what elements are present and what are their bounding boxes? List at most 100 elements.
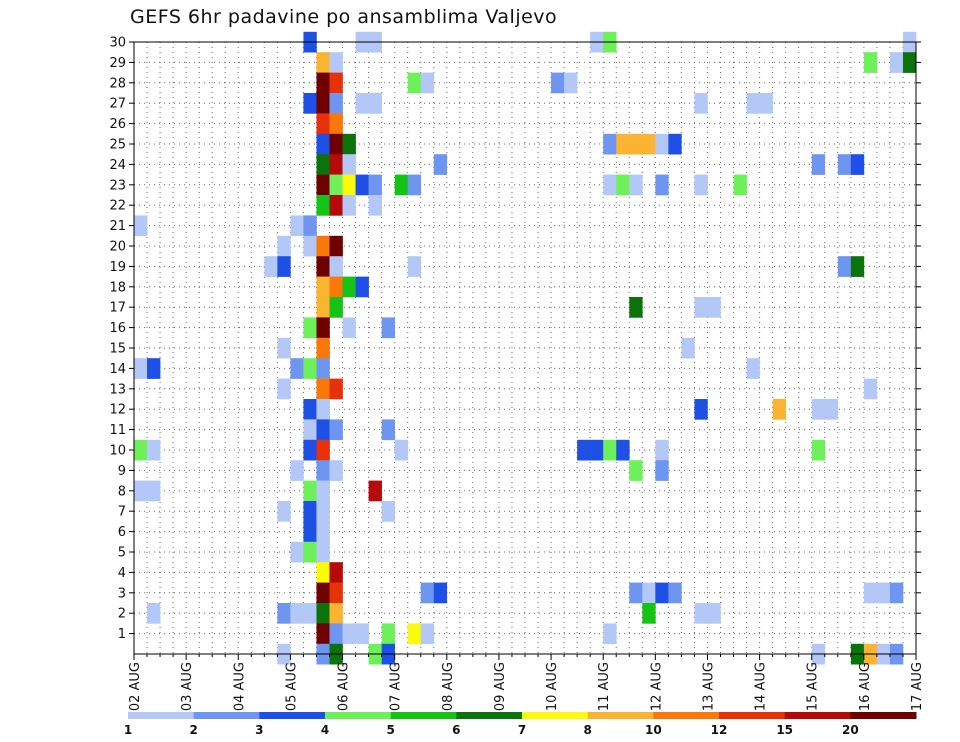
data-cell bbox=[368, 93, 382, 114]
data-cell bbox=[876, 582, 891, 604]
data-cell bbox=[603, 439, 617, 461]
data-cell bbox=[316, 460, 330, 481]
y-tick-label: 2 bbox=[118, 607, 126, 622]
legend-label: 12 bbox=[711, 723, 728, 737]
data-cell bbox=[147, 603, 161, 624]
data-cell bbox=[759, 93, 773, 114]
y-tick-label: 5 bbox=[118, 546, 126, 561]
data-cell bbox=[629, 174, 643, 196]
data-cell bbox=[889, 52, 904, 73]
y-tick-label: 25 bbox=[109, 138, 126, 153]
data-cell bbox=[603, 174, 617, 196]
data-cell bbox=[433, 582, 448, 604]
x-axis: 02 AUG 03 AUG 04 AUG 05 AUG 06 AUG 07 AUG 08 A… bbox=[128, 654, 925, 711]
y-tick-label: 9 bbox=[118, 464, 126, 479]
data-cell bbox=[303, 501, 317, 522]
data-cell bbox=[290, 460, 304, 481]
data-cell bbox=[147, 480, 161, 502]
data-cell bbox=[316, 317, 330, 339]
x-tick-label: 04 AUG bbox=[232, 662, 247, 711]
data-cell bbox=[694, 399, 708, 420]
legend-swatch bbox=[587, 712, 654, 719]
data-cell bbox=[147, 439, 161, 461]
data-cell bbox=[590, 439, 604, 461]
data-cell bbox=[316, 256, 330, 277]
data-cell bbox=[837, 154, 852, 175]
data-cell bbox=[355, 93, 369, 114]
legend-swatch bbox=[719, 712, 786, 719]
y-tick-label: 29 bbox=[109, 56, 126, 71]
data-cell bbox=[134, 439, 148, 461]
data-cell bbox=[863, 378, 878, 400]
color-legend: 1 2 3 4 5 6 7 8 10 12 15 20 bbox=[124, 712, 917, 737]
y-tick-label: 14 bbox=[109, 362, 126, 377]
data-cell bbox=[850, 154, 865, 175]
data-cell bbox=[694, 174, 708, 196]
data-cell bbox=[746, 358, 760, 379]
data-cell bbox=[316, 235, 330, 257]
chart-title: GEFS 6hr padavine po ansamblima Valjevo bbox=[130, 6, 558, 28]
data-cell bbox=[329, 460, 343, 481]
data-cell bbox=[368, 480, 382, 502]
data-cell bbox=[642, 133, 656, 155]
y-tick-label: 7 bbox=[118, 505, 126, 520]
data-cell bbox=[694, 93, 708, 114]
data-cell bbox=[433, 154, 448, 175]
data-cell bbox=[420, 72, 435, 94]
y-tick-label: 21 bbox=[109, 219, 126, 234]
data-cell bbox=[316, 133, 330, 155]
data-cell bbox=[655, 460, 669, 481]
data-cell bbox=[850, 256, 865, 277]
data-cell bbox=[342, 276, 356, 298]
data-cell bbox=[316, 419, 330, 441]
y-tick-label: 22 bbox=[109, 199, 126, 214]
legend-label: 20 bbox=[842, 723, 859, 737]
data-cell bbox=[837, 256, 852, 277]
data-cell bbox=[707, 297, 721, 318]
data-cell bbox=[303, 521, 317, 543]
data-cell bbox=[316, 582, 330, 604]
data-cell bbox=[863, 52, 878, 73]
y-axis: 1234567891011121314151617181920212223242… bbox=[109, 36, 921, 642]
data-cell bbox=[733, 174, 747, 196]
data-cell bbox=[329, 235, 343, 257]
data-cell bbox=[616, 174, 630, 196]
data-cell bbox=[902, 52, 917, 73]
data-cell bbox=[668, 133, 682, 155]
legend-swatch bbox=[456, 712, 523, 719]
data-cell bbox=[316, 480, 330, 502]
data-cell bbox=[329, 582, 343, 604]
y-tick-label: 10 bbox=[109, 444, 126, 459]
data-cell bbox=[134, 215, 148, 237]
data-cell bbox=[316, 72, 330, 94]
data-cell bbox=[564, 72, 578, 94]
data-cell bbox=[629, 460, 643, 481]
y-tick-label: 17 bbox=[109, 301, 126, 316]
data-cell bbox=[316, 378, 330, 400]
data-cell bbox=[329, 174, 343, 196]
data-cell bbox=[316, 337, 330, 359]
legend-swatch bbox=[390, 712, 457, 719]
data-cell bbox=[316, 623, 330, 645]
data-cell bbox=[277, 378, 291, 400]
data-cell bbox=[811, 154, 826, 175]
data-cell bbox=[355, 623, 369, 645]
data-cell bbox=[329, 154, 343, 175]
data-cell bbox=[303, 358, 317, 379]
data-cell bbox=[329, 297, 343, 318]
data-cell bbox=[303, 399, 317, 420]
y-tick-label: 3 bbox=[118, 586, 126, 601]
data-cell bbox=[342, 195, 356, 216]
data-cell bbox=[655, 174, 669, 196]
data-cell bbox=[290, 215, 304, 237]
data-cell bbox=[316, 541, 330, 563]
data-cell bbox=[316, 399, 330, 420]
data-cell bbox=[707, 603, 721, 624]
x-tick-label: 02 AUG bbox=[128, 662, 143, 711]
x-tick-label: 08 AUG bbox=[441, 662, 456, 711]
y-tick-label: 23 bbox=[109, 178, 126, 193]
data-cell bbox=[863, 582, 878, 604]
data-cell bbox=[681, 337, 695, 359]
x-tick-label: 17 AUG bbox=[910, 662, 925, 711]
data-cell bbox=[368, 174, 382, 196]
